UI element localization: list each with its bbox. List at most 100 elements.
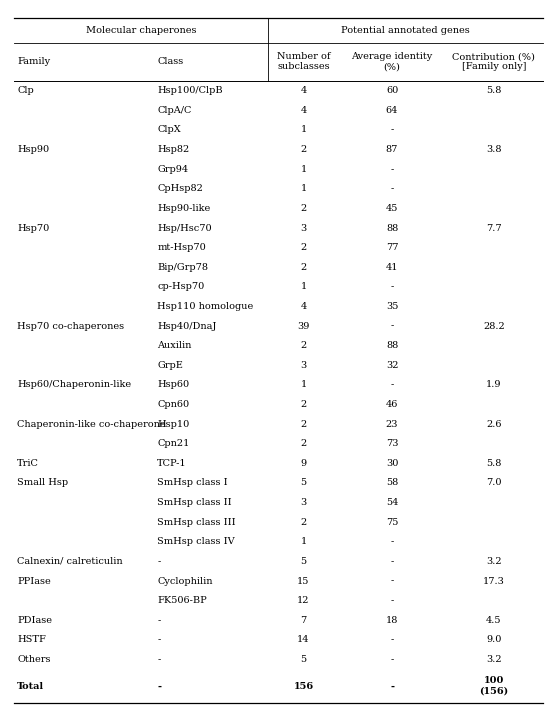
- Text: 3.2: 3.2: [486, 655, 502, 664]
- Text: Molecular chaperones: Molecular chaperones: [85, 26, 196, 34]
- Text: 32: 32: [386, 361, 398, 369]
- Text: 17.3: 17.3: [483, 576, 505, 586]
- Text: 88: 88: [386, 223, 398, 233]
- Text: TriC: TriC: [17, 459, 39, 468]
- Text: mt-Hsp70: mt-Hsp70: [158, 243, 206, 252]
- Text: 1: 1: [300, 125, 306, 135]
- Text: SmHsp class I: SmHsp class I: [158, 478, 228, 488]
- Text: 4: 4: [300, 302, 306, 311]
- Text: 100
(156): 100 (156): [480, 677, 508, 696]
- Text: 35: 35: [386, 302, 398, 311]
- Text: 54: 54: [386, 498, 398, 507]
- Text: 2: 2: [300, 518, 306, 527]
- Text: Hsp70: Hsp70: [17, 223, 49, 233]
- Text: 4.5: 4.5: [486, 616, 502, 625]
- Text: Cpn21: Cpn21: [158, 439, 190, 448]
- Text: 46: 46: [386, 400, 398, 409]
- Text: Hsp90: Hsp90: [17, 145, 49, 154]
- Text: 73: 73: [386, 439, 398, 448]
- Text: Contribution (%)
[Family only]: Contribution (%) [Family only]: [452, 52, 536, 72]
- Text: 2: 2: [300, 400, 306, 409]
- Text: 7.7: 7.7: [486, 223, 502, 233]
- Text: 2: 2: [300, 420, 306, 429]
- Text: 4: 4: [300, 106, 306, 115]
- Text: Hsp100/ClpB: Hsp100/ClpB: [158, 86, 223, 95]
- Text: 60: 60: [386, 86, 398, 95]
- Text: -: -: [390, 576, 393, 586]
- Text: HSTF: HSTF: [17, 635, 46, 644]
- Text: 7: 7: [300, 616, 306, 625]
- Text: 1: 1: [300, 380, 306, 390]
- Text: 5: 5: [300, 478, 306, 488]
- Text: 1: 1: [300, 282, 306, 291]
- Text: 156: 156: [294, 682, 314, 691]
- Text: 39: 39: [297, 321, 310, 331]
- Text: TCP-1: TCP-1: [158, 459, 187, 468]
- Text: 1.9: 1.9: [486, 380, 502, 390]
- Text: Class: Class: [158, 57, 184, 67]
- Text: GrpE: GrpE: [158, 361, 183, 369]
- Text: -: -: [390, 184, 393, 193]
- Text: 30: 30: [386, 459, 398, 468]
- Text: Cpn60: Cpn60: [158, 400, 189, 409]
- Text: 2: 2: [300, 342, 306, 350]
- Text: PDIase: PDIase: [17, 616, 52, 625]
- Text: -: -: [390, 380, 393, 390]
- Text: 5.8: 5.8: [486, 86, 502, 95]
- Text: ClpA/C: ClpA/C: [158, 106, 191, 115]
- Text: Average identity
(%): Average identity (%): [351, 52, 433, 72]
- Text: 4: 4: [300, 86, 306, 95]
- Text: 3.2: 3.2: [486, 557, 502, 566]
- Text: 1: 1: [300, 165, 306, 174]
- Text: Total: Total: [17, 682, 44, 691]
- Text: Hsp60/Chaperonin-like: Hsp60/Chaperonin-like: [17, 380, 132, 390]
- Text: 15: 15: [297, 576, 310, 586]
- Text: 9: 9: [300, 459, 306, 468]
- Text: Bip/Grp78: Bip/Grp78: [158, 263, 208, 272]
- Text: cp-Hsp70: cp-Hsp70: [158, 282, 205, 291]
- Text: Hsp90-like: Hsp90-like: [158, 204, 210, 213]
- Text: SmHsp class III: SmHsp class III: [158, 518, 236, 527]
- Text: -: -: [158, 616, 160, 625]
- Text: Hsp60: Hsp60: [158, 380, 189, 390]
- Text: Hsp10: Hsp10: [158, 420, 190, 429]
- Text: 41: 41: [386, 263, 398, 272]
- Text: 12: 12: [297, 596, 310, 605]
- Text: -: -: [390, 321, 393, 331]
- Text: Others: Others: [17, 655, 51, 664]
- Text: 23: 23: [386, 420, 398, 429]
- Text: -: -: [390, 682, 394, 691]
- Text: 2: 2: [300, 204, 306, 213]
- Text: -: -: [390, 596, 393, 605]
- Text: -: -: [390, 537, 393, 546]
- Text: Family: Family: [17, 57, 51, 67]
- Text: 2: 2: [300, 263, 306, 272]
- Text: Cyclophilin: Cyclophilin: [158, 576, 213, 586]
- Text: 5: 5: [300, 557, 306, 566]
- Text: -: -: [158, 655, 160, 664]
- Text: 87: 87: [386, 145, 398, 154]
- Text: SmHsp class IV: SmHsp class IV: [158, 537, 235, 546]
- Text: 9.0: 9.0: [486, 635, 502, 644]
- Text: 58: 58: [386, 478, 398, 488]
- Text: -: -: [390, 282, 393, 291]
- Text: Grp94: Grp94: [158, 165, 189, 174]
- Text: Hsp82: Hsp82: [158, 145, 190, 154]
- Text: PPIase: PPIase: [17, 576, 51, 586]
- Text: 1: 1: [300, 184, 306, 193]
- Text: Hsp110 homologue: Hsp110 homologue: [158, 302, 254, 311]
- Text: SmHsp class II: SmHsp class II: [158, 498, 232, 507]
- Text: -: -: [158, 682, 162, 691]
- Text: 3: 3: [300, 361, 306, 369]
- Text: 75: 75: [386, 518, 398, 527]
- Text: 5.8: 5.8: [486, 459, 502, 468]
- Text: FK506-BP: FK506-BP: [158, 596, 207, 605]
- Text: Calnexin/ calreticulin: Calnexin/ calreticulin: [17, 557, 123, 566]
- Text: -: -: [390, 165, 393, 174]
- Text: 64: 64: [386, 106, 398, 115]
- Text: -: -: [158, 635, 160, 644]
- Text: 2.6: 2.6: [486, 420, 502, 429]
- Text: Clp: Clp: [17, 86, 34, 95]
- Text: -: -: [390, 557, 393, 566]
- Text: 14: 14: [297, 635, 310, 644]
